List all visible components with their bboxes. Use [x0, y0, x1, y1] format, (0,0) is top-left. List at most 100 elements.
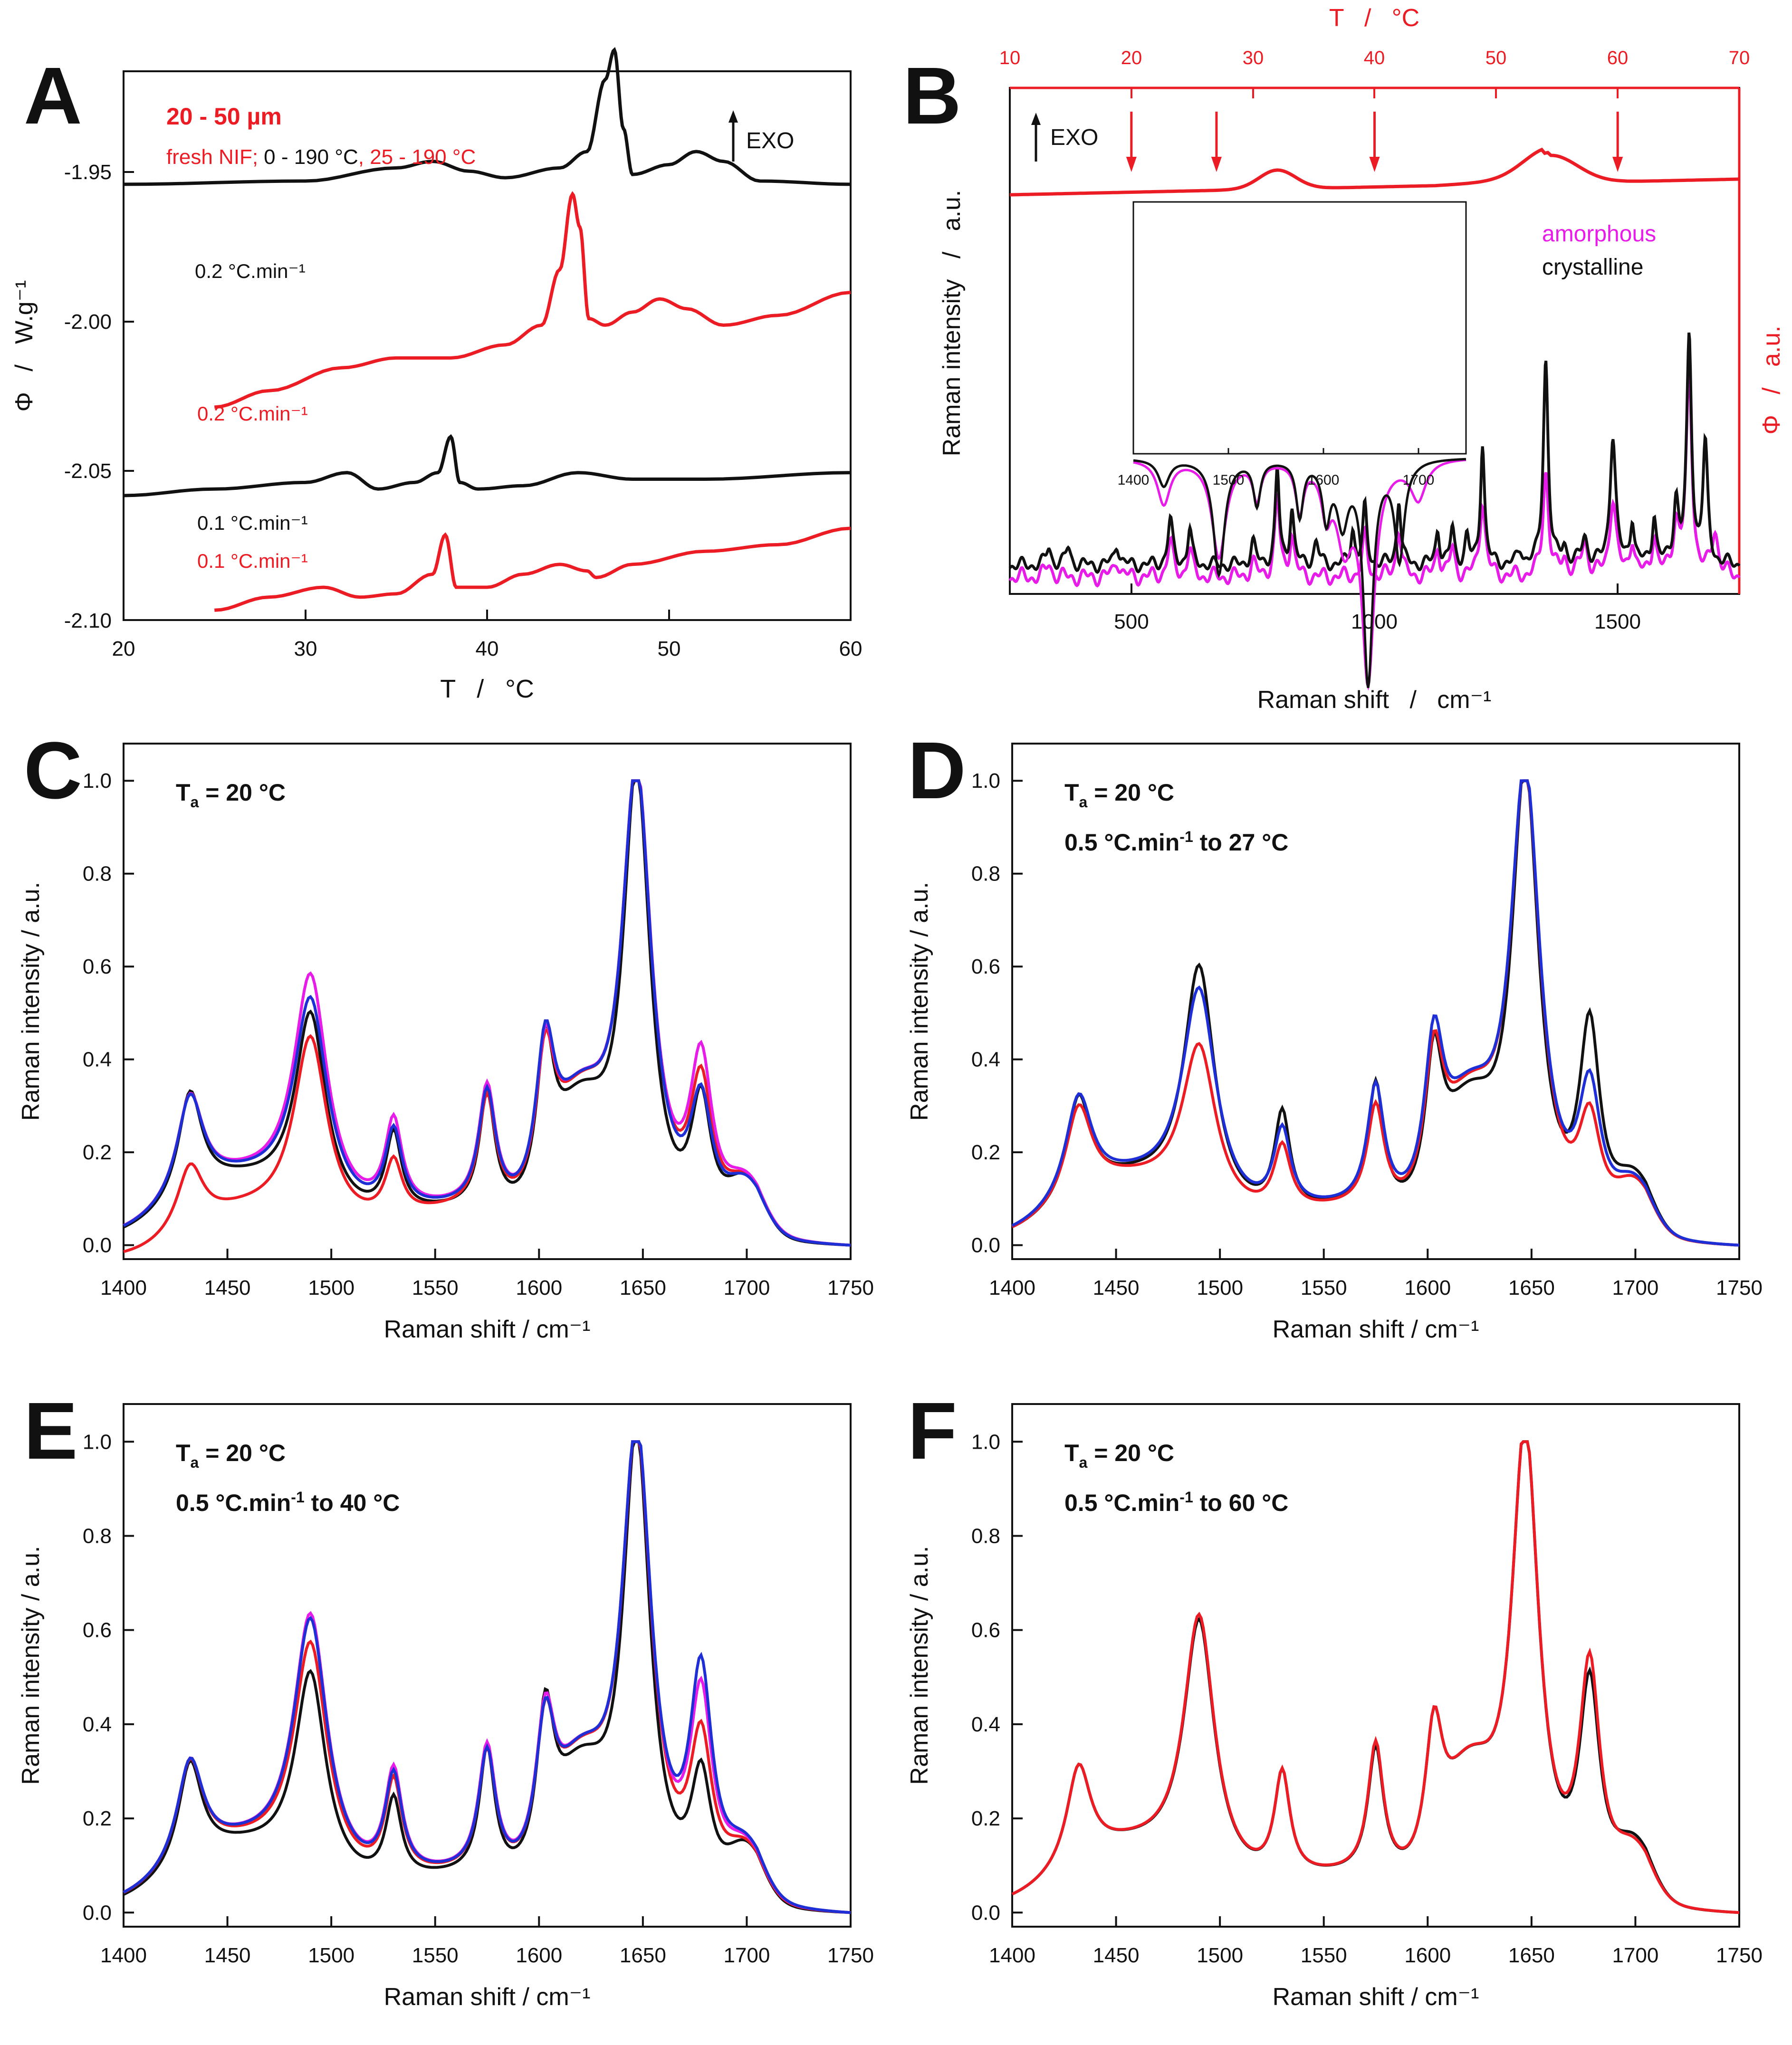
x-tick-label: 1450	[204, 1276, 251, 1300]
x-tick-label: 1700	[723, 1276, 770, 1300]
panel-b-dsc-trace	[1009, 147, 1740, 197]
panel-b-top-label: T / °C	[1329, 4, 1419, 32]
panel-f: F 1400 1450 1500 1550 1600 1650 1700 1750 0.0 0.2 0…	[906, 1386, 1763, 2011]
y-tick-label: 0.6	[971, 1619, 1000, 1642]
panel-b-temp-arrowhead	[1369, 157, 1380, 172]
x-axis-label: Raman shift / cm⁻¹	[1273, 1316, 1479, 1343]
y-tick-label: 1.0	[971, 1430, 1000, 1453]
panel-a-xlabel: T / °C	[440, 675, 534, 703]
panel-b-top-tick: 10	[999, 48, 1021, 68]
panel-c-spectrum-red	[123, 779, 851, 1253]
y-tick-label: 0.8	[971, 1524, 1000, 1548]
y-tick-label: 0.6	[83, 955, 112, 978]
x-tick-label: 1600	[516, 1276, 562, 1300]
temperature-annotation: Ta = 20 °C	[1064, 779, 1174, 811]
panel-a-size-label: 20 - 50 µm	[166, 103, 282, 130]
panel-f-frame	[1011, 1403, 1740, 1928]
x-tick-label: 1550	[412, 1944, 459, 1967]
panel-a-ytick: -2.00	[64, 310, 112, 334]
x-tick-label: 1750	[1716, 1276, 1763, 1300]
panel-b-temp-arrowhead	[1126, 157, 1137, 172]
panel-a-legend-red: , 25 - 190 °C	[358, 145, 476, 169]
x-tick-label: 1400	[100, 1944, 147, 1967]
panel-b-letter: B	[903, 51, 961, 141]
y-tick-label: 0.8	[971, 862, 1000, 886]
panel-b-inset-tick: 1600	[1308, 472, 1340, 488]
x-axis-label: Raman shift / cm⁻¹	[384, 1316, 591, 1343]
x-tick-label: 1550	[1301, 1944, 1347, 1967]
panel-b-legend-crystalline: crystalline	[1542, 255, 1643, 280]
panel-a-xtick: 60	[839, 637, 862, 660]
panel-b-top-tick: 60	[1607, 48, 1629, 68]
panel-c: C 1400 1450 1500 1550 1600 1650 1700 1750 0.0 0.2 0…	[17, 726, 874, 1343]
panel-b-bottom-tick: 1500	[1594, 610, 1641, 633]
x-tick-label: 1700	[1612, 1276, 1658, 1300]
panel-a-legend-black: 0 - 190 °C	[264, 145, 358, 169]
panel-b-top-tick: 20	[1121, 48, 1142, 68]
panel-a: A 20 30 40 50 60 -1.95 -2.00 -2.05 -2.10…	[10, 47, 862, 703]
y-tick-label: 0.4	[83, 1713, 112, 1736]
panel-b-bottom-label: Raman shift / cm⁻¹	[1257, 686, 1492, 714]
y-tick-label: 0.2	[971, 1807, 1000, 1830]
panel-b-top-tick: 30	[1243, 48, 1264, 68]
panel-d-spectrum-blue	[1011, 779, 1740, 1247]
y-axis-label: Raman intensity / a.u.	[906, 882, 933, 1121]
panel-d-frame	[1011, 743, 1740, 1260]
panel-a-xtick: 40	[476, 637, 499, 660]
panel-a-curve-label: 0.1 °C.min⁻¹	[197, 512, 308, 534]
y-tick-label: 0.4	[971, 1048, 1000, 1071]
y-tick-label: 0.0	[83, 1234, 112, 1257]
y-tick-label: 0.0	[971, 1234, 1000, 1257]
x-tick-label: 1400	[989, 1944, 1035, 1967]
panel-d: D 1400 1450 1500 1550 1600 1650 1700 1750 0.0 0.2 0…	[906, 726, 1763, 1343]
y-tick-label: 1.0	[83, 1430, 112, 1453]
panel-c-letter: C	[24, 726, 82, 816]
x-axis-label: Raman shift / cm⁻¹	[384, 1983, 591, 2011]
panel-f-letter: F	[908, 1386, 957, 1476]
panel-b-legend-amorphous: amorphous	[1542, 221, 1656, 247]
panel-b-inset-crystalline	[1133, 458, 1466, 688]
panel-b-top-ticks	[1131, 88, 1619, 98]
x-tick-label: 1650	[620, 1276, 666, 1300]
panel-a-legend: fresh NIF; 0 - 190 °C, 25 - 190 °C	[166, 145, 476, 169]
x-tick-label: 1750	[827, 1944, 874, 1967]
panel-a-curve-red-02	[214, 191, 851, 409]
panel-b-ylabel-right: Φ / a.u.	[1758, 325, 1785, 434]
panel-b-temp-arrowhead	[1211, 157, 1222, 172]
x-tick-label: 1750	[827, 1276, 874, 1300]
panel-b-inset-tick: 1500	[1213, 472, 1245, 488]
panel-d-spectrum-red	[1011, 779, 1740, 1247]
panel-a-ticks	[124, 171, 670, 620]
y-tick-label: 0.4	[971, 1713, 1000, 1736]
x-tick-label: 1700	[723, 1944, 770, 1967]
panel-b-temperature-arrows	[1126, 112, 1623, 172]
panel-b-ylabel-left: Raman intensity / a.u.	[938, 190, 966, 457]
panel-e: E 1400 1450 1500 1550 1600 1650 1700 1750 0.0 0.2 0…	[17, 1386, 874, 2011]
y-tick-label: 1.0	[83, 769, 112, 793]
y-tick-label: 0.6	[971, 955, 1000, 978]
panel-b-top-tick: 70	[1729, 48, 1750, 68]
x-tick-label: 1450	[1093, 1276, 1140, 1300]
x-tick-label: 1500	[1197, 1944, 1243, 1967]
spectra-panels: C 1400 1450 1500 1550 1600 1650 1700 1750 0.0 0.2 0…	[17, 726, 1763, 2011]
panel-e-spectrum-blue	[123, 1440, 851, 1914]
x-tick-label: 1600	[516, 1944, 562, 1967]
panel-a-curve-label: 0.2 °C.min⁻¹	[195, 260, 306, 282]
x-tick-label: 1450	[1093, 1944, 1140, 1967]
panel-b-top-tick: 50	[1485, 48, 1507, 68]
y-axis-label: Raman intensity / a.u.	[17, 882, 45, 1121]
panel-a-legend-prefix: fresh NIF;	[166, 145, 258, 169]
panel-b: B 10 20 30 40 50 60 70 T / °C 500 1000 1…	[903, 4, 1785, 714]
panel-a-curve-label: 0.1 °C.min⁻¹	[197, 550, 308, 572]
x-tick-label: 1600	[1404, 1276, 1451, 1300]
x-tick-label: 1400	[989, 1276, 1035, 1300]
x-tick-label: 1650	[620, 1944, 666, 1967]
x-tick-label: 1600	[1404, 1944, 1451, 1967]
x-tick-label: 1550	[1301, 1276, 1347, 1300]
panel-c-frame	[123, 743, 852, 1260]
x-axis-label: Raman shift / cm⁻¹	[1273, 1983, 1479, 2011]
x-tick-label: 1650	[1508, 1276, 1555, 1300]
temperature-annotation: Ta = 20 °C	[1064, 1440, 1174, 1471]
panel-a-curves	[123, 47, 851, 612]
